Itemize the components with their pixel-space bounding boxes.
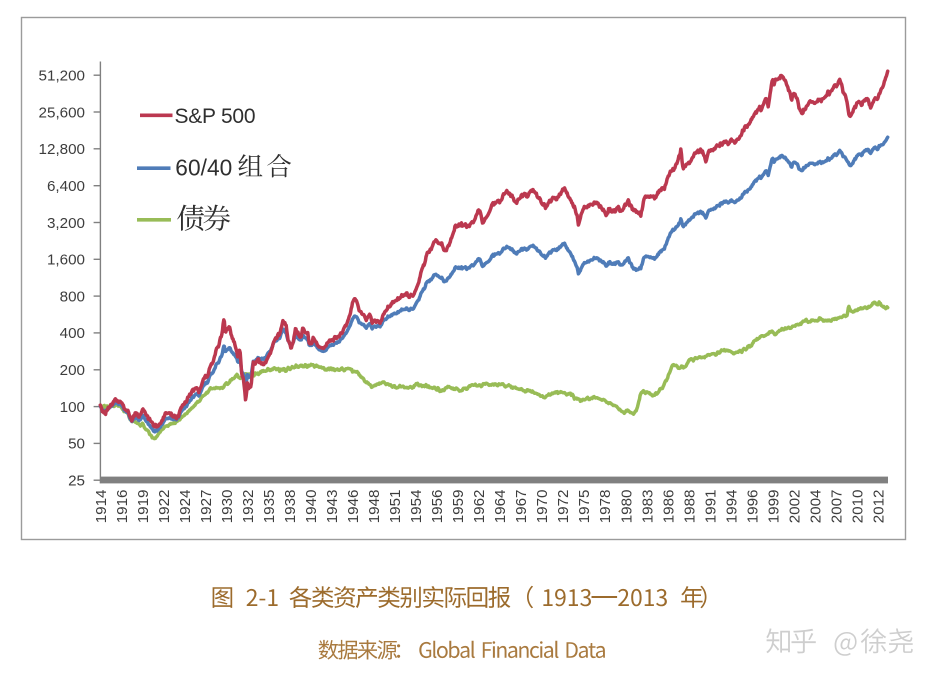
svg-text:1930: 1930 xyxy=(219,490,236,524)
svg-text:2002: 2002 xyxy=(786,490,803,524)
svg-text:1916: 1916 xyxy=(114,490,131,524)
svg-text:2007: 2007 xyxy=(828,490,845,524)
svg-text:1964: 1964 xyxy=(492,490,509,524)
svg-text:1980: 1980 xyxy=(618,490,635,524)
svg-text:1972: 1972 xyxy=(555,490,572,524)
svg-text:1999: 1999 xyxy=(765,490,782,524)
svg-text:1948: 1948 xyxy=(366,490,383,524)
svg-text:1922: 1922 xyxy=(156,490,173,524)
svg-text:1967: 1967 xyxy=(513,490,530,524)
svg-text:1962: 1962 xyxy=(471,490,488,524)
svg-text:1970: 1970 xyxy=(534,490,551,524)
svg-text:2010: 2010 xyxy=(849,490,866,524)
svg-text:1994: 1994 xyxy=(723,490,740,524)
svg-text:1938: 1938 xyxy=(282,490,299,524)
svg-text:1,600: 1,600 xyxy=(47,252,85,269)
svg-text:1954: 1954 xyxy=(408,490,425,524)
svg-text:400: 400 xyxy=(60,325,85,342)
svg-text:25: 25 xyxy=(68,473,85,490)
svg-text:100: 100 xyxy=(60,399,85,416)
svg-text:1978: 1978 xyxy=(597,490,614,524)
svg-text:1932: 1932 xyxy=(240,490,257,524)
svg-text:200: 200 xyxy=(60,362,85,379)
svg-text:50: 50 xyxy=(68,436,85,453)
svg-text:1986: 1986 xyxy=(660,490,677,524)
svg-text:1951: 1951 xyxy=(387,490,404,524)
svg-text:6,400: 6,400 xyxy=(47,178,85,195)
svg-text:2012: 2012 xyxy=(870,490,887,524)
svg-text:51,200: 51,200 xyxy=(39,68,85,85)
svg-text:1924: 1924 xyxy=(177,490,194,524)
svg-text:2004: 2004 xyxy=(807,490,824,524)
svg-text:1940: 1940 xyxy=(303,490,320,524)
svg-text:1991: 1991 xyxy=(702,490,719,524)
svg-text:12,800: 12,800 xyxy=(39,141,85,158)
svg-text:1919: 1919 xyxy=(135,490,152,524)
svg-text:1943: 1943 xyxy=(324,490,341,524)
svg-text:1927: 1927 xyxy=(198,490,215,524)
svg-text:800: 800 xyxy=(60,288,85,305)
svg-text:1988: 1988 xyxy=(681,490,698,524)
svg-text:1975: 1975 xyxy=(576,490,593,524)
svg-text:1914: 1914 xyxy=(93,490,110,524)
svg-text:3,200: 3,200 xyxy=(47,215,85,232)
svg-text:60/40: 60/40 xyxy=(175,155,232,181)
svg-text:25,600: 25,600 xyxy=(39,104,85,121)
svg-text:1983: 1983 xyxy=(639,490,656,524)
svg-text:1946: 1946 xyxy=(345,490,362,524)
svg-text:1959: 1959 xyxy=(450,490,467,524)
svg-text:1956: 1956 xyxy=(429,490,446,524)
svg-text:1996: 1996 xyxy=(744,490,761,524)
svg-text:1935: 1935 xyxy=(261,490,278,524)
svg-text:S&P 500: S&P 500 xyxy=(175,105,256,128)
